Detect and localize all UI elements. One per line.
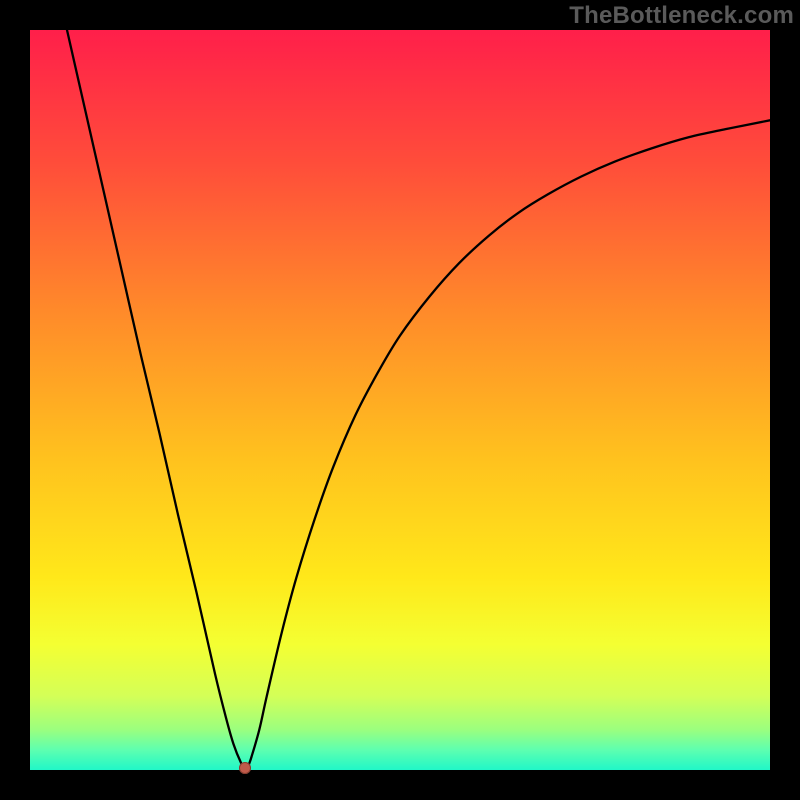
- bottleneck-curve: [30, 30, 770, 770]
- optimum-marker: [239, 762, 251, 774]
- frame-corner: [770, 770, 800, 800]
- frame-corner: [0, 770, 30, 800]
- watermark-text: TheBottleneck.com: [569, 2, 794, 30]
- chart-container: TheBottleneck.com: [0, 0, 800, 800]
- frame-corner: [0, 0, 30, 30]
- frame-left: [0, 30, 30, 770]
- plot-area: [30, 30, 770, 770]
- frame-bottom: [30, 770, 770, 800]
- frame-right: [770, 30, 800, 770]
